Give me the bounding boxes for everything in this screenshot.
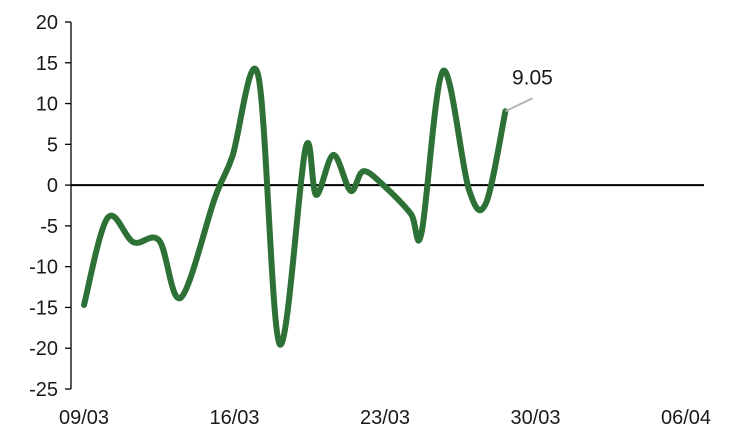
data-label-leader-line	[504, 97, 533, 113]
y-tick-label: -25	[29, 379, 58, 401]
x-tick-label: 30/03	[510, 407, 560, 429]
x-tick-label: 09/03	[59, 407, 109, 429]
series-line	[81, 65, 509, 348]
y-tick-label: 0	[47, 175, 58, 197]
x-tick-label: 06/04	[661, 407, 711, 429]
series-layer	[81, 65, 509, 348]
y-tick-label: -15	[29, 297, 58, 319]
y-tick-label: 10	[36, 94, 58, 116]
y-tick-label: -10	[29, 257, 58, 279]
y-tick-label: 5	[47, 134, 58, 156]
annotation-layer: 9.05	[504, 66, 553, 113]
y-tick-label: -5	[40, 216, 58, 238]
y-tick-label: -20	[29, 338, 58, 360]
x-tick-label: 23/03	[360, 407, 410, 429]
y-tick-label: 15	[36, 53, 58, 75]
x-tick-label: 16/03	[209, 407, 259, 429]
x-axis: 09/03 16/03 23/03 30/03 06/04	[59, 184, 711, 429]
data-label: 9.05	[512, 66, 553, 89]
y-axis: 20 15 10 5 0 -5 -10 -15 -20 -25	[29, 12, 72, 401]
y-tick-label: 20	[36, 12, 58, 34]
